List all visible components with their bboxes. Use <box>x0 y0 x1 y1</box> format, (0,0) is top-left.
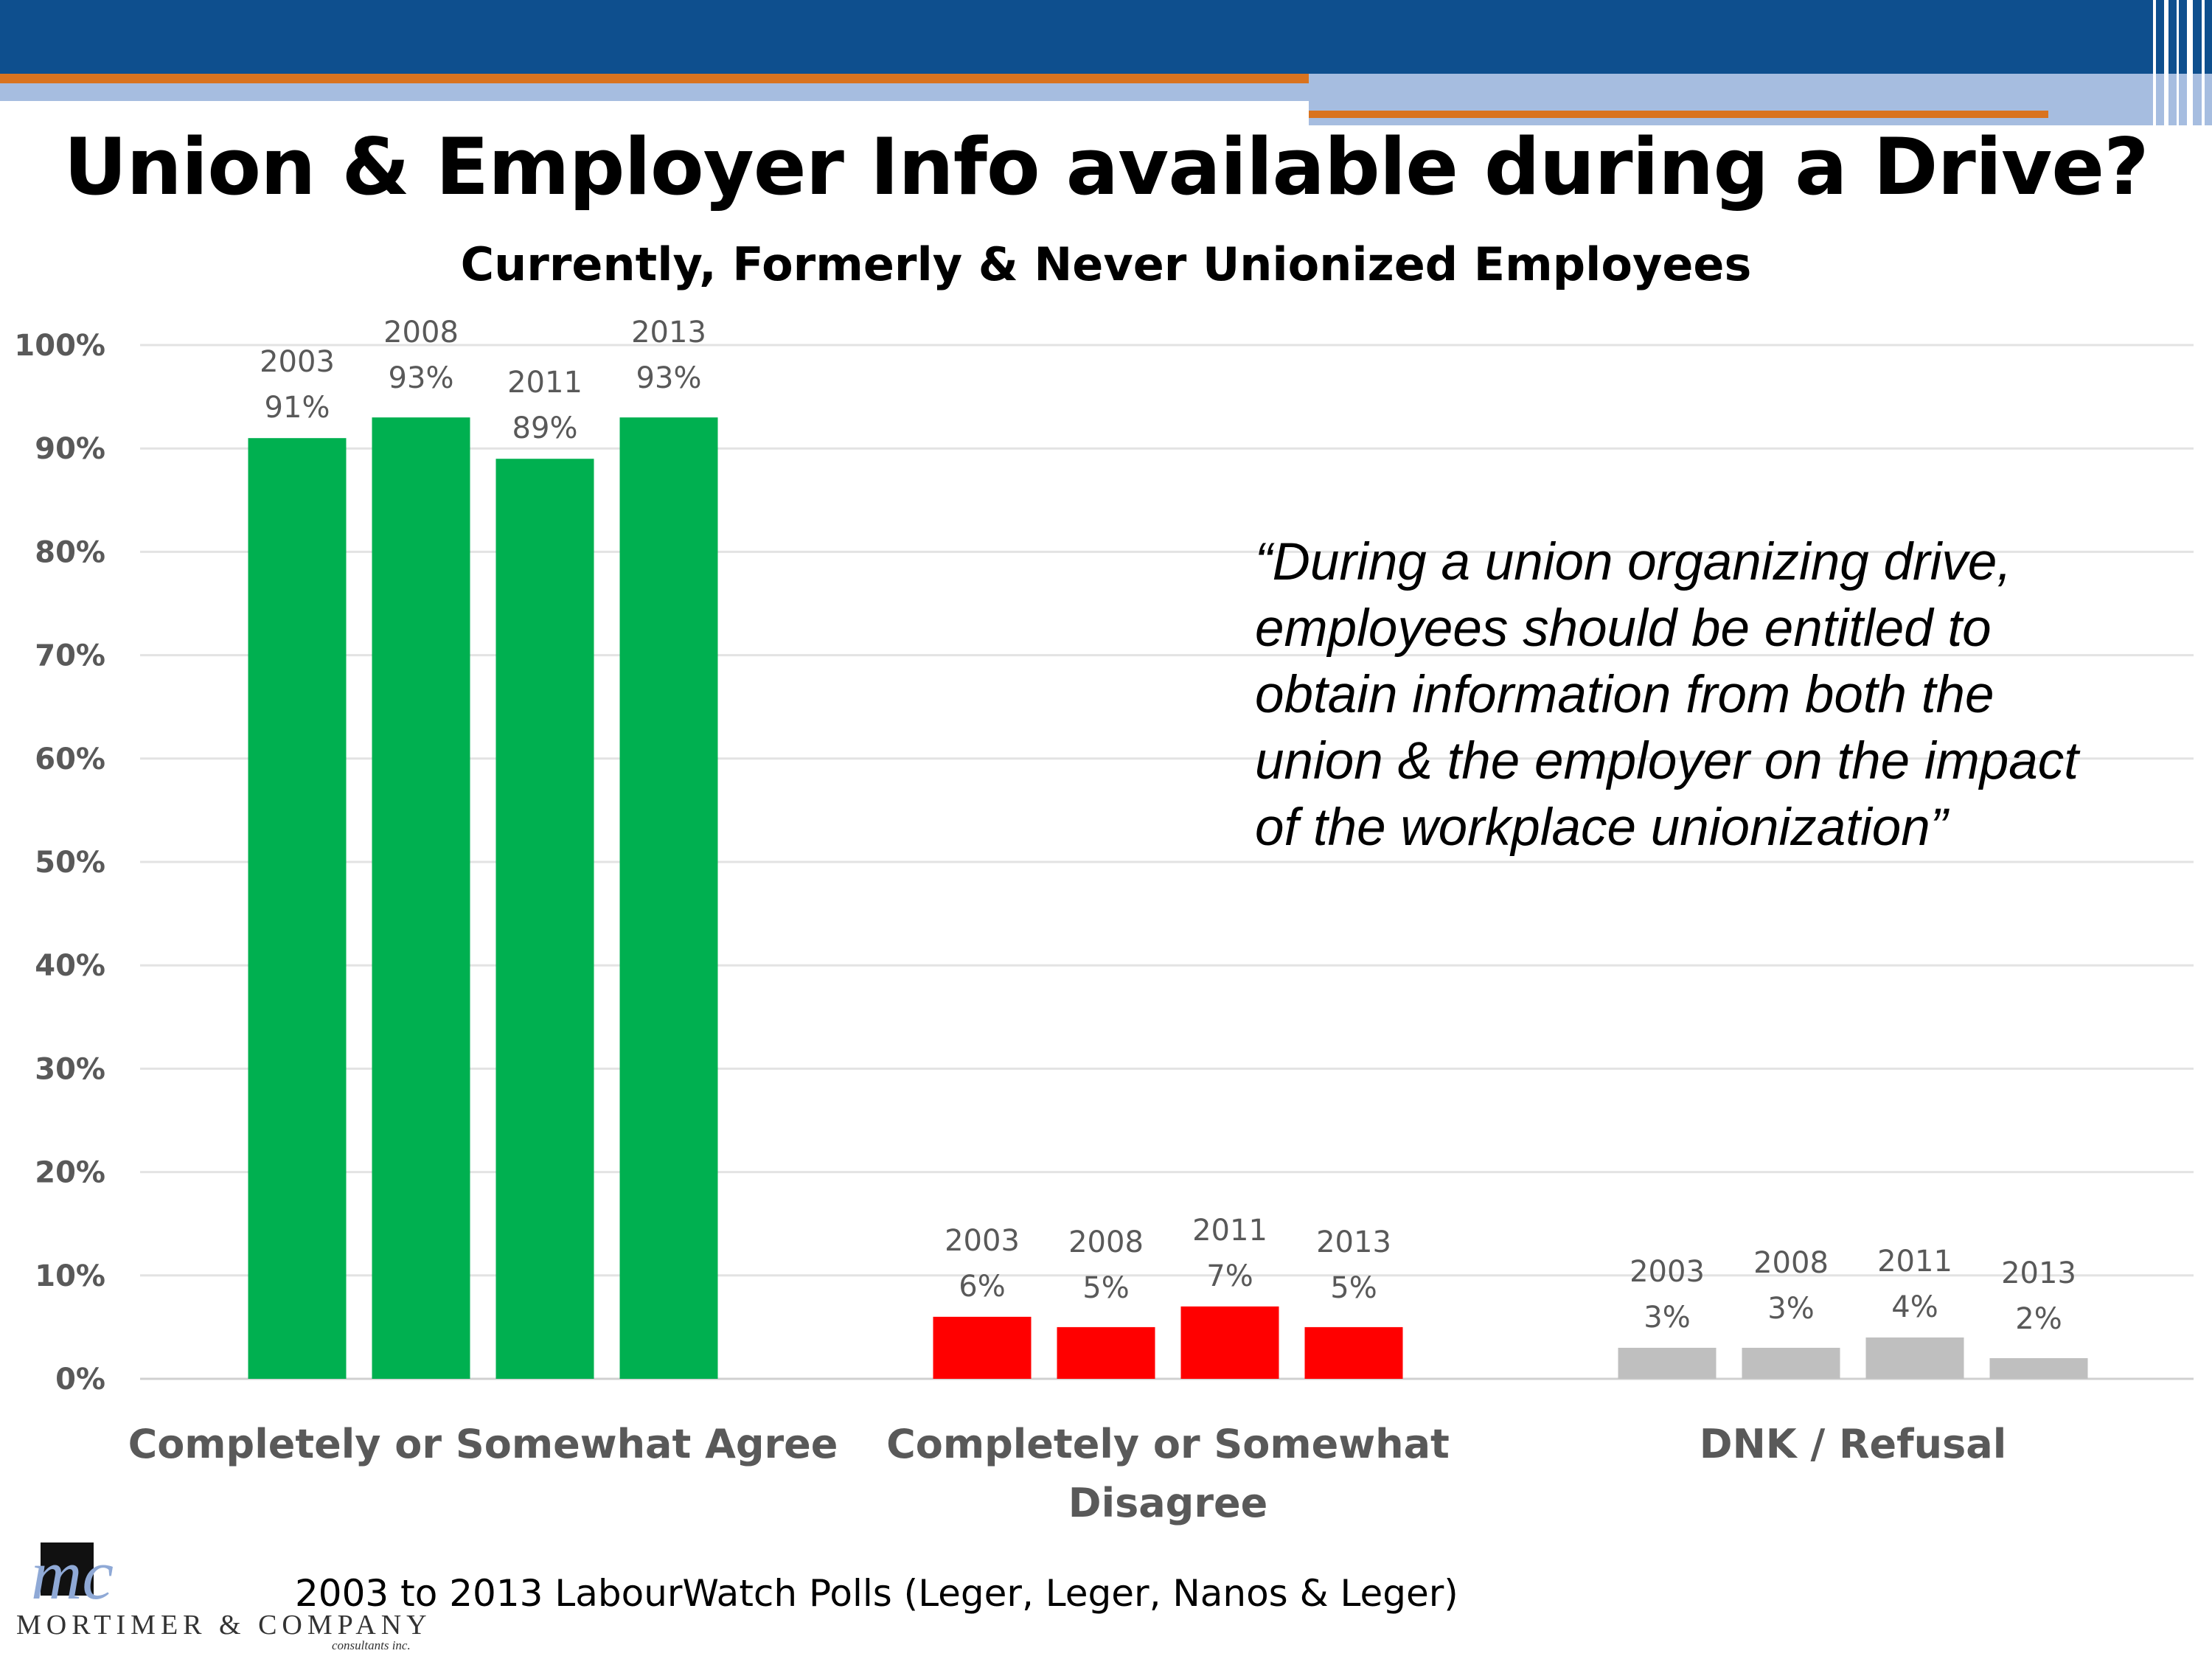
y-tick-label: 10% <box>35 1259 105 1293</box>
category-label: Completely or Somewhat Agree <box>128 1421 838 1467</box>
bar-year-label: 2013 <box>2001 1256 2076 1290</box>
y-axis-ticks: 0% 10% 20% 30% 40% 50% 60% 70% 80% 90% 100% <box>14 329 105 1397</box>
logo-tagline: consultants inc. <box>332 1638 411 1652</box>
gridlines <box>140 344 2194 1380</box>
bar-year-label: 2003 <box>1630 1255 1705 1289</box>
category-label: Disagree <box>1068 1480 1267 1526</box>
y-tick-label: 80% <box>35 535 105 569</box>
bar <box>619 417 718 1379</box>
bar <box>1618 1347 1717 1379</box>
slide-title: Union & Employer Info available during a… <box>63 122 2149 212</box>
y-tick-label: 60% <box>35 742 105 776</box>
bar-value-label: 93% <box>389 361 454 395</box>
y-tick-label: 70% <box>35 639 105 673</box>
bar-year-label: 2013 <box>1316 1225 1391 1259</box>
bar <box>372 417 470 1379</box>
y-tick-label: 100% <box>14 329 105 363</box>
bar-year-label: 2011 <box>507 366 582 400</box>
bar-value-label: 3% <box>1767 1292 1814 1326</box>
bar-year-label: 2008 <box>1753 1246 1829 1280</box>
bar-value-label: 3% <box>1644 1301 1690 1335</box>
category-label: Completely or Somewhat <box>886 1421 1450 1467</box>
bar-year-label: 2008 <box>1068 1225 1144 1259</box>
y-tick-label: 50% <box>35 846 105 880</box>
bar-year-label: 2013 <box>631 316 706 349</box>
bar-value-label: 5% <box>1330 1271 1377 1305</box>
bar-year-label: 2003 <box>260 345 335 379</box>
bar-year-label: 2011 <box>1877 1245 1952 1279</box>
bar <box>933 1316 1032 1379</box>
y-tick-label: 30% <box>35 1052 105 1086</box>
bar <box>1057 1326 1155 1379</box>
bar-value-label: 89% <box>512 411 578 445</box>
source-note: 2003 to 2013 LabourWatch Polls (Leger, L… <box>295 1572 1458 1615</box>
bar-value-label: 7% <box>1206 1259 1253 1293</box>
bar <box>1989 1357 2088 1379</box>
y-tick-label: 20% <box>35 1156 105 1190</box>
bar <box>1742 1347 1840 1379</box>
logo-monogram: mc <box>31 1535 114 1614</box>
bars <box>248 417 2088 1380</box>
bar-value-label: 2% <box>2015 1302 2062 1336</box>
y-tick-label: 90% <box>35 432 105 466</box>
bar <box>1865 1337 1964 1379</box>
y-tick-label: 40% <box>35 949 105 983</box>
bar <box>1180 1306 1279 1379</box>
logo-company-name: MORTIMER & COMPANY <box>16 1610 432 1641</box>
data-labels: 2003 91% 2008 93% 2011 89% 2013 93% 2003 6% 2008 5%… <box>260 316 2076 1336</box>
survey-question-quote: “During a union organizing drive, employ… <box>1255 533 2079 857</box>
bar-value-label: 4% <box>1891 1290 1938 1324</box>
header-banner <box>0 0 2212 125</box>
y-tick-label: 0% <box>55 1363 105 1397</box>
category-label: DNK / Refusal <box>1700 1421 2006 1467</box>
slide-subtitle: Currently, Formerly & Never Unionized Em… <box>460 237 1752 291</box>
bar <box>495 459 594 1379</box>
bar <box>248 438 347 1380</box>
company-logo: mc <box>31 1535 114 1614</box>
bar-year-label: 2008 <box>383 316 459 349</box>
bar-year-label: 2003 <box>945 1224 1020 1258</box>
bar-value-label: 91% <box>265 391 330 425</box>
bar-year-label: 2011 <box>1192 1214 1267 1248</box>
bar-value-label: 6% <box>959 1270 1005 1304</box>
bar <box>1304 1326 1403 1379</box>
bar-value-label: 93% <box>636 361 702 395</box>
bar-value-label: 5% <box>1082 1271 1129 1305</box>
category-labels: Completely or Somewhat Agree Completely o… <box>128 1421 2007 1526</box>
